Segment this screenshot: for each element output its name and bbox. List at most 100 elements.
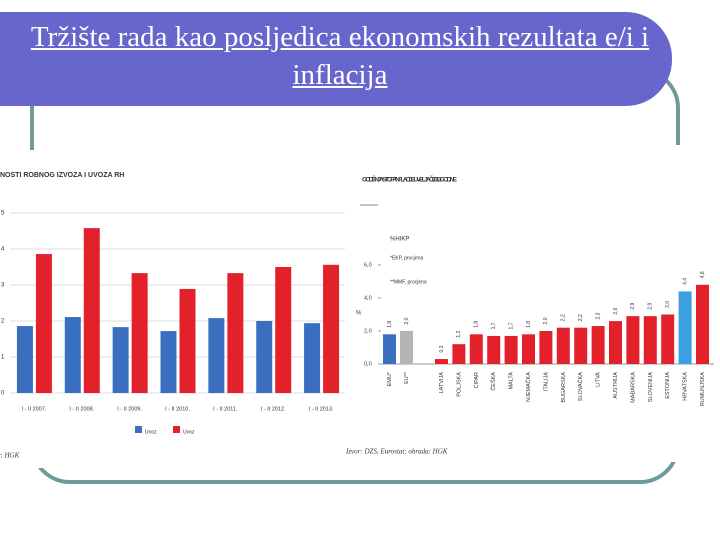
y-tick-label: 6,0	[364, 262, 372, 268]
bar	[256, 321, 273, 393]
value-label: 1,7	[508, 322, 514, 329]
x-tick-label: SLOVENIJA	[648, 372, 654, 403]
legend-swatch	[173, 426, 180, 433]
bar	[678, 291, 692, 364]
bar	[487, 335, 501, 364]
bar	[179, 288, 196, 393]
value-label: 0,3	[439, 345, 445, 352]
value-label: 2,3	[595, 312, 601, 319]
x-tick-label: I - II 2008.	[69, 406, 94, 412]
x-tick-label: CIPAR	[474, 372, 480, 388]
x-tick-label: I - II 2009.	[117, 406, 142, 412]
value-label: 1,8	[526, 321, 532, 328]
chart-title: NOSTI ROBNOG IZVOZA I UVOZA RH	[0, 172, 124, 179]
x-tick-label: ITALIJA	[543, 372, 549, 391]
x-tick-label: I - II 2007.	[22, 406, 47, 412]
value-label: 2,6	[613, 307, 619, 314]
x-tick-label: EU**	[404, 371, 410, 384]
x-tick-label: LATVIJA	[439, 372, 445, 394]
chart-title: GODIŠNJA STOPA INFLACIJE U VELJAČI 2013.…	[362, 175, 458, 184]
x-tick-label: RUMUNJSKA	[700, 372, 706, 407]
bar	[275, 267, 292, 393]
x-tick-label: ESTONIJA	[665, 372, 671, 399]
bar	[83, 228, 100, 393]
x-tick-label: AUSTRIJA	[613, 372, 619, 399]
value-label: 2,2	[578, 314, 584, 321]
legend-swatch	[135, 426, 142, 433]
x-tick-label: NJEMAČKA	[525, 372, 532, 402]
value-label: 1,2	[456, 331, 462, 338]
x-tick-label: I - II 2010.	[165, 406, 190, 412]
bar	[304, 323, 321, 393]
x-tick-label: HRVATSKA	[683, 372, 689, 401]
slide-title: Tržište rada kao posljedica ekonomskih r…	[30, 21, 650, 91]
y-tick-label: 0,0	[364, 361, 372, 367]
x-tick-label: I - II 2011.	[213, 406, 238, 412]
x-tick-label: ČEŠKA	[490, 372, 497, 391]
y-tick-label: 4,0	[364, 295, 372, 301]
bar	[522, 334, 535, 364]
title-banner	[0, 12, 672, 106]
right-chart-bg	[348, 145, 720, 462]
bar	[661, 314, 675, 364]
bar	[609, 321, 622, 364]
bar	[383, 334, 396, 364]
bar	[64, 317, 81, 393]
bar	[208, 318, 225, 393]
x-tick-label: I - II 2013.	[309, 406, 334, 412]
bar	[112, 327, 129, 393]
x-tick-label: I - II 2012.	[261, 406, 286, 412]
bar	[504, 335, 518, 364]
x-tick-label: POLJSKA	[456, 372, 462, 397]
bar	[539, 331, 553, 364]
bar	[469, 334, 483, 364]
annotation: **MMF, procjena	[390, 279, 427, 285]
bar	[696, 284, 709, 364]
bar	[435, 359, 448, 364]
source: Izvor: DZS, Eurostat; obrada: HGK	[345, 448, 448, 456]
bar	[227, 273, 244, 393]
legend-label: Izvoz	[145, 429, 157, 435]
x-tick-label: LITVA	[596, 372, 602, 387]
value-label: 3,0	[665, 301, 671, 308]
bar	[574, 327, 588, 364]
value-label: 1,8	[474, 321, 480, 328]
value-label: 4,8	[700, 271, 706, 278]
bar	[16, 326, 33, 393]
bar	[323, 264, 340, 393]
value-label: 2,9	[648, 302, 654, 309]
source: Izvor: HGK	[0, 452, 20, 460]
bar	[452, 344, 466, 364]
bar	[626, 316, 640, 364]
y-axis-label: %	[356, 311, 362, 317]
x-tick-label: MAĐARSKA	[630, 372, 636, 403]
value-label: 2,9	[630, 302, 636, 309]
value-label: 2,0	[404, 317, 410, 324]
bar	[556, 327, 570, 364]
y-tick-label: 0	[1, 391, 5, 397]
chart-subtitle: %HIKP	[390, 237, 409, 243]
value-label: 1,8	[387, 321, 393, 328]
bar	[131, 273, 148, 393]
y-tick-label: 2	[1, 319, 5, 325]
bar	[160, 331, 177, 393]
bar	[400, 331, 413, 364]
bar	[643, 316, 657, 364]
value-label: 2,0	[543, 317, 549, 324]
annotation: *EKP, procjena	[390, 255, 423, 261]
y-tick-label: 2,0	[364, 328, 372, 334]
value-label: 1,7	[491, 322, 497, 329]
x-tick-label: BUGARSKA	[561, 372, 567, 403]
bar	[35, 254, 52, 393]
value-label: 4,4	[682, 278, 688, 285]
y-tick-label: 1	[1, 355, 5, 361]
legend-label: Uvoz	[183, 429, 195, 435]
y-tick-label: 3	[1, 283, 5, 289]
x-tick-label: SLOVAČKA	[577, 372, 584, 402]
value-label: 2,2	[561, 314, 567, 321]
x-tick-label: EMU*	[387, 371, 393, 386]
x-tick-label: MALTA	[509, 372, 515, 390]
y-tick-label: 4	[1, 247, 5, 253]
